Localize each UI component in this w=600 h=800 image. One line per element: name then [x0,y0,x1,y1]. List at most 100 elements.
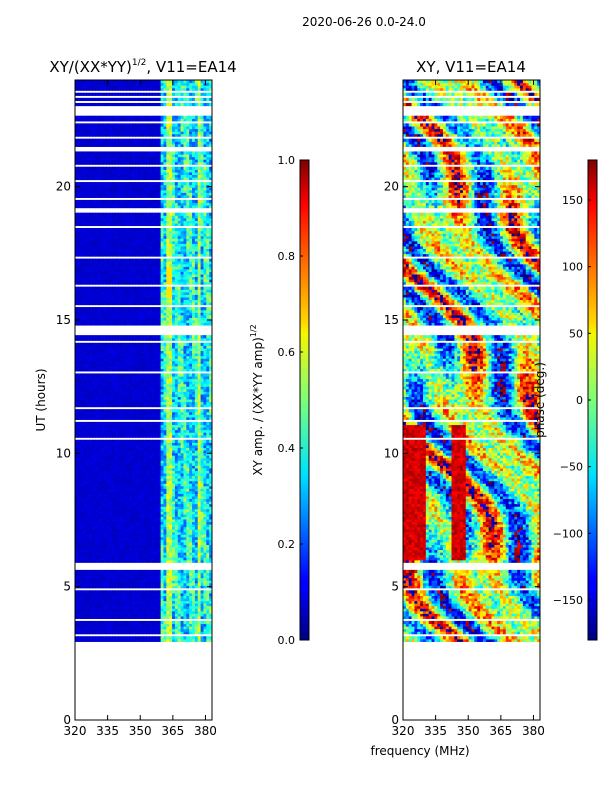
amp-cell [203,600,207,604]
amp-cell [89,557,93,561]
amp-cell [169,398,173,403]
amp-cell [203,386,207,390]
amp-cell [126,518,130,523]
amp-cell [83,636,88,640]
amp-cell [146,365,150,369]
amp-cell [166,404,170,408]
amp-cell [117,358,122,362]
amp-cell [200,368,205,372]
amp-cell [169,501,173,505]
amp-cell [132,393,136,397]
amp-cell [80,424,85,428]
amp-cell [89,424,93,428]
amp-cell [163,381,167,385]
amp-cell [75,615,79,619]
amp-cell [137,615,142,619]
amp-cell [197,518,202,523]
amp-cell [100,559,105,563]
amp-cell [180,610,185,614]
amp-cell [83,475,88,479]
amp-cell [174,513,179,517]
amp-cell [197,506,202,510]
amp-cell [180,569,185,574]
amp-cell [117,552,122,556]
amp-cell [92,592,96,597]
amp-cell [166,638,170,642]
amp-cell [163,363,167,367]
amp-cell [114,455,119,459]
amp-cell [149,388,153,392]
amp-cell [146,449,150,454]
amp-cell [146,620,150,625]
amp-cell [97,449,102,454]
amp-cell [134,521,139,525]
amp-cell [160,513,165,517]
amp-cell [83,495,88,500]
amp-cell [132,552,136,556]
amp-cell [132,472,136,477]
amp-cell [166,460,170,464]
amp-cell [114,427,119,431]
amp-cell [103,439,107,443]
amp-cell [189,523,193,528]
amp-cell [163,360,167,364]
amp-cell [183,373,187,377]
amp-cell [140,501,145,505]
amp-cell [192,580,196,584]
amp-cell [75,483,79,487]
amp-cell [137,595,142,599]
amp-cell [183,638,187,642]
amp-cell [83,355,88,359]
amp-cell [197,449,202,454]
amp-cell [120,393,125,397]
amp-cell [209,516,212,520]
amp-cell [123,421,127,426]
amp-cell [106,503,110,507]
amp-cell [203,516,207,520]
amp-cell [197,544,202,548]
amp-cell [126,546,130,551]
amp-cell [114,493,119,497]
amp-cell [83,610,88,614]
amp-cell [149,483,153,487]
amp-cell [149,401,153,405]
amp-cell [83,416,88,420]
amp-cell [75,546,79,551]
amp-cell [154,475,159,479]
amp-cell [152,557,156,561]
amp-cell [160,442,165,446]
amp-cell [209,358,212,362]
amp-cell [180,580,185,584]
amp-cell [97,360,102,364]
amp-cell [123,434,127,438]
amp-cell [112,409,116,413]
amp-cell [140,577,145,581]
amp-cell [92,391,96,395]
amp-cell [183,600,187,604]
amp-cell [80,534,85,538]
amp-cell [89,572,93,576]
amp-cell [89,631,93,635]
amp-cell [92,480,96,484]
amp-cell [194,572,199,576]
amp-cell [206,521,210,525]
amp-cell [146,401,150,405]
amp-cell [117,414,122,418]
amp-cell [83,467,88,471]
amp-cell [177,429,182,433]
amp-cell [177,391,182,395]
amp-cell [174,590,179,594]
amp-cell [89,416,93,420]
amp-cell [146,516,150,520]
amp-cell [200,353,205,357]
amp-cell [112,485,116,489]
amp-cell [146,490,150,494]
amp-cell [109,620,113,625]
amp-cell [83,626,88,630]
amp-cell [203,460,207,464]
amp-cell [157,569,162,574]
amp-cell [174,536,179,540]
amp-cell [103,552,107,556]
amp-cell [77,539,82,543]
amp-cell [94,498,99,502]
